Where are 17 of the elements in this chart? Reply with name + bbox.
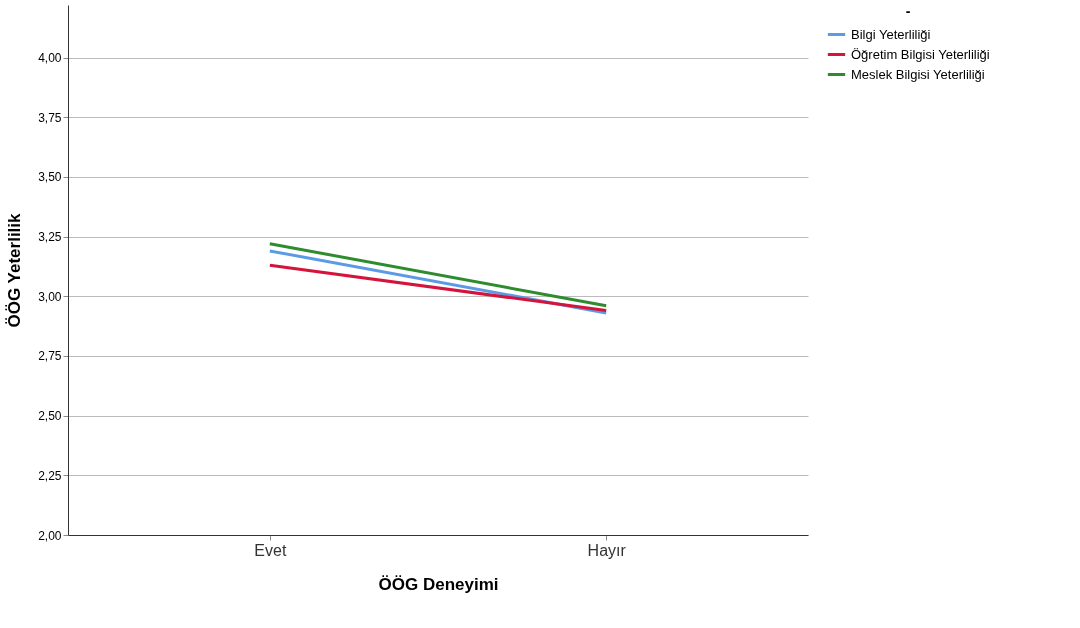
legend-label: Bilgi Yeterliliği bbox=[851, 26, 931, 42]
y-tick-label: 3,75 bbox=[38, 110, 62, 125]
y-tick-label: 4,00 bbox=[38, 51, 62, 66]
x-tick-label: Evet bbox=[254, 541, 287, 559]
y-tick-label: 2,00 bbox=[38, 528, 62, 543]
x-axis-title: ÖÖG Deneyimi bbox=[378, 574, 499, 594]
y-tick-label: 2,50 bbox=[38, 409, 62, 424]
legend-label: Meslek Bilgisi Yeterliliği bbox=[851, 66, 985, 82]
y-tick-label: 3,25 bbox=[38, 230, 62, 245]
y-axis-title: ÖÖG Yeterlilik bbox=[5, 212, 25, 328]
legend-label: Öğretim Bilgisi Yeterliliği bbox=[851, 46, 990, 62]
legend-title: - bbox=[905, 3, 911, 19]
y-tick-label: 3,50 bbox=[38, 170, 62, 185]
x-tick-label: Hayır bbox=[587, 541, 627, 559]
y-tick-label: 2,25 bbox=[38, 468, 62, 483]
y-tick-label: 2,75 bbox=[38, 349, 62, 364]
y-tick-label: 3,00 bbox=[38, 289, 62, 304]
